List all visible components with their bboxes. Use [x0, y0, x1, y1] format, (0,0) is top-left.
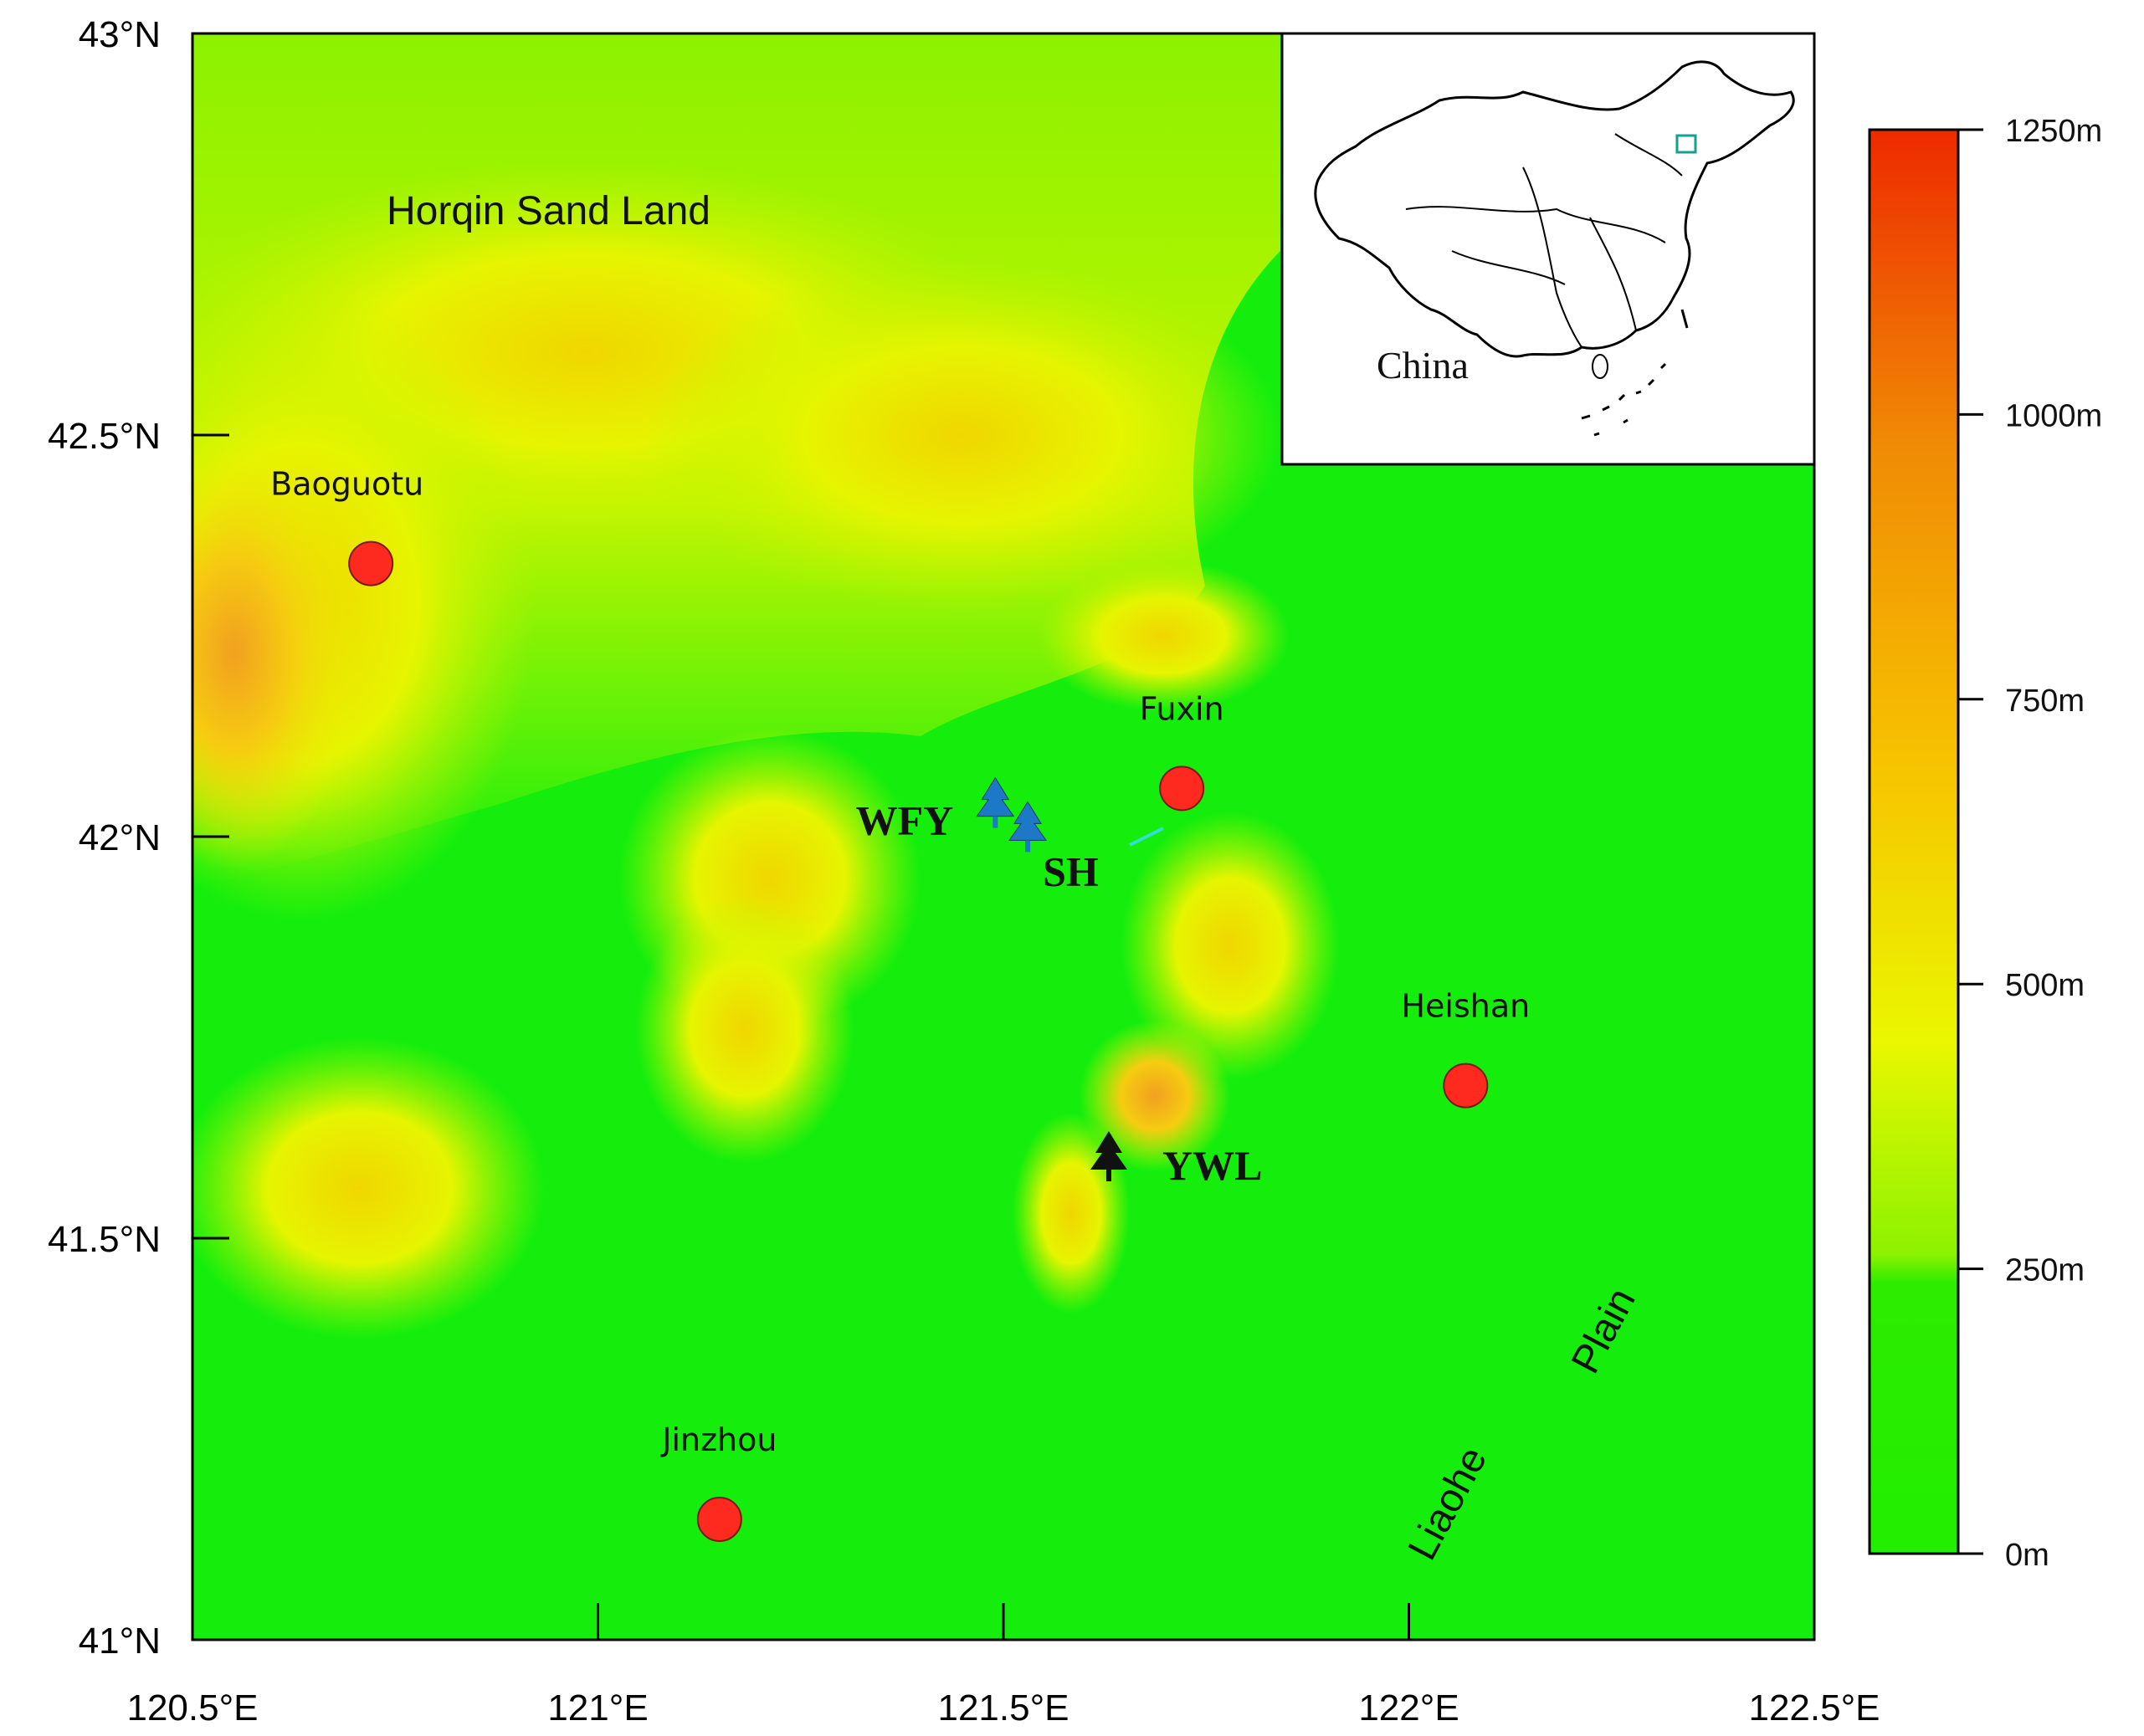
colorbar-tick-label: 1250m [2005, 114, 2102, 149]
china-inset-map: China [1280, 32, 1816, 466]
tree-icon [976, 776, 1015, 828]
city-label: Fuxin [1140, 690, 1224, 727]
city-label: Heishan [1401, 988, 1530, 1025]
axis-ticks [191, 32, 1816, 1641]
colorbar-tick-label: 750m [2005, 684, 2085, 719]
lat-tick-label: 42°N [79, 817, 161, 858]
colorbar-ticks: 0m 250m 500m 750m 1000m 1250m [1958, 114, 2102, 1573]
study-area-locator [1675, 134, 1697, 154]
site-markers: WFY SH YWL [856, 776, 1262, 1189]
lat-tick-label: 41.5°N [48, 1219, 161, 1260]
region-label-horqin: Horqin Sand Land [387, 189, 710, 233]
city-marker [696, 1497, 742, 1542]
lat-tick-label: 41°N [79, 1621, 161, 1662]
city-label: Baoguotu [270, 466, 423, 503]
inset-label-china: China [1377, 344, 1469, 387]
lat-tick-label: 43°N [79, 14, 161, 55]
latitude-labels: 43°N 42.5°N 42°N 41.5°N 41°N [48, 14, 161, 1662]
colorbar-tick-label: 250m [2005, 1253, 2085, 1288]
lat-tick-label: 42.5°N [48, 416, 161, 457]
colorbar-tick-label: 500m [2005, 968, 2085, 1003]
city-label: Jinzhou [660, 1421, 777, 1458]
site-label: SH [1043, 848, 1099, 894]
lon-tick-label: 122°E [1358, 1687, 1459, 1728]
tree-icon [1008, 801, 1048, 853]
lon-tick-label: 122.5°E [1748, 1687, 1880, 1728]
longitude-labels: 120.5°E 121°E 121.5°E 122°E 122.5°E [126, 1687, 1880, 1728]
city-marker [348, 540, 394, 586]
lon-tick-label: 120.5°E [126, 1687, 258, 1728]
site-label: YWL [1162, 1142, 1262, 1189]
city-marker [1443, 1063, 1489, 1109]
colorbar-tick-label: 1000m [2005, 398, 2102, 433]
elevation-colorbar: 0m 250m 500m 750m 1000m 1250m [1868, 114, 2102, 1573]
city-markers: Baoguotu Fuxin Heishan Jinzhou [270, 466, 1530, 1542]
city-marker [1159, 766, 1205, 812]
lon-tick-label: 121.5°E [937, 1687, 1069, 1728]
colorbar-tick-label: 0m [2005, 1538, 2049, 1573]
site-label: WFY [856, 797, 954, 844]
tree-icon [1090, 1131, 1127, 1181]
lon-tick-label: 121°E [547, 1687, 648, 1728]
